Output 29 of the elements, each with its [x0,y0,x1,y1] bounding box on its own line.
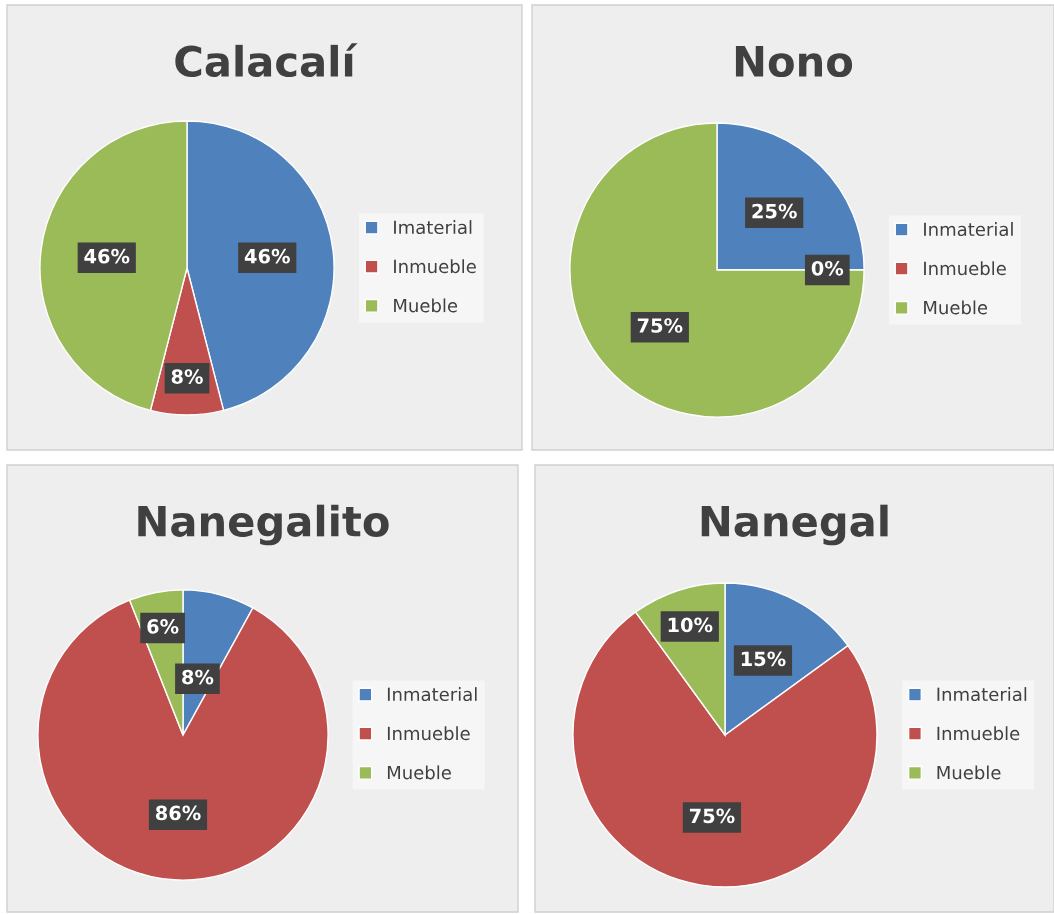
data-label: 46% [84,248,130,264]
legend-label: Inmueble [924,261,1006,276]
legend-label: Inmueble [937,726,1020,741]
legend-label: Mueble [937,765,1001,780]
legend-label: Mueble [924,300,988,315]
pie-slice [569,122,865,418]
chart-title: Calacalí [175,43,358,78]
chart-title: Nono [735,46,853,78]
data-label: 86% [155,805,201,821]
data-label: 6% [147,619,179,634]
text: 0% [811,260,844,276]
legend-label: Inmueble [394,259,476,274]
data-label: 10% [668,617,713,633]
legend-label: Inmaterial [924,222,1013,237]
data-label: 75% [637,318,683,333]
legend-label: Inmaterial [387,687,477,702]
data-label: 46% [244,248,290,264]
chart-title: Nanegalito [138,504,389,546]
legend-label: Mueble [387,765,451,780]
data-label: 25% [752,203,797,219]
data-label: 8% [182,669,214,685]
legend-label: Imaterial [394,220,472,235]
legend-label: Mueble [394,298,458,313]
data-label: 8% [171,369,203,384]
chart-title: Nanegal [701,504,888,546]
legend-label: Inmueble [387,726,470,741]
legend-label: Inmaterial [937,687,1027,702]
data-label: 75% [689,808,735,824]
data-label: 15% [741,651,786,667]
